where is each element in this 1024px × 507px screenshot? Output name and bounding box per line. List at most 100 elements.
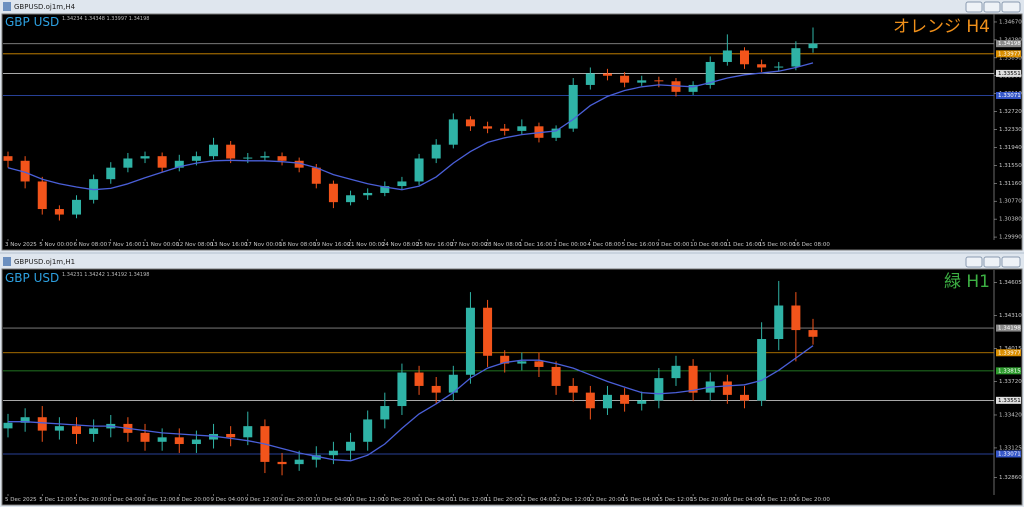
candle-body [397,181,407,187]
candle-body [328,183,338,203]
candle-body [602,73,612,76]
price-level-label: 1.34198 [998,41,1021,47]
candle-body [757,339,767,401]
candle-body [568,84,578,129]
candle-body [3,422,13,429]
window-icon [3,2,11,11]
candle-body [774,66,784,68]
candle-body [637,400,647,404]
x-tick-label: 9 Dec 00:00 [656,242,690,248]
candle-body [483,126,493,129]
x-tick-label: 3 Nov 2025 [5,242,37,248]
candle-body [328,450,338,456]
x-tick-label: 16 Dec 04:00 [724,497,761,503]
window: GBPUSD.oj1m,H4 [0,0,1024,252]
x-tick-label: 16 Dec 12:00 [759,497,796,503]
y-tick-label: 1.29990 [999,235,1022,241]
candle-body [226,144,236,159]
candle-body [140,156,150,159]
candle-body [448,374,458,393]
x-tick-label: 15 Dec 12:00 [656,497,693,503]
candle-body [363,419,373,442]
price-level-box [996,324,1021,332]
y-tick-label: 1.34310 [999,313,1022,319]
candle-body [551,128,561,138]
candle-body [397,372,407,407]
close-button[interactable] [1001,256,1021,268]
candle-body [20,160,30,182]
candle-body [602,394,612,409]
candle-body [791,48,801,67]
price-level-label: 1.33551 [998,398,1021,404]
price-level-label: 1.33977 [998,350,1021,356]
candle-body [774,305,784,340]
candle-body [157,156,167,168]
x-tick-label: 13 Nov 16:00 [211,242,249,248]
y-tick-label: 1.34605 [999,280,1022,286]
price-level-box [996,91,1021,99]
price-level-box [996,396,1021,404]
candle-body [54,426,64,431]
candle-body [414,372,424,386]
candle-body [346,195,356,203]
ohlc-info: 1.34234 1.34348 1.33997 1.34198 [62,16,149,22]
candle-body [311,167,321,184]
y-tick-label: 1.30380 [999,217,1022,223]
x-tick-label: 16 Dec 20:00 [793,497,830,503]
x-tick-label: 5 Nov 00:00 [39,242,73,248]
price-level-box [996,450,1021,458]
x-tick-label: 11 Dec 04:00 [416,497,453,503]
candle-body [500,355,510,364]
y-tick-label: 1.30770 [999,199,1022,205]
x-tick-label: 12 Dec 04:00 [519,497,556,503]
candle-body [739,394,749,401]
candle-body [620,394,630,404]
candle-body [260,156,270,158]
candle-body [483,307,493,356]
y-tick-label: 1.32330 [999,127,1022,133]
candle-body [174,160,184,168]
x-tick-label: 7 Nov 16:00 [108,242,142,248]
candle-body [3,156,13,161]
symbol-label: GBP USD [5,15,59,29]
candle-body [705,61,715,85]
candle-body [140,432,150,442]
window-title: GBPUSD.oj1m,H4 [14,3,76,11]
candle-body [465,307,475,375]
maximize-button[interactable] [983,256,1001,268]
price-level-box [996,69,1021,77]
candle-body [517,361,527,364]
minimize-button[interactable] [965,1,983,13]
candle-body [671,81,681,92]
candle-body [688,84,698,92]
candle-body [37,417,47,431]
y-tick-label: 1.33125 [999,445,1022,451]
x-tick-label: 4 Dec 08:00 [587,242,621,248]
candle-body [808,43,818,49]
price-level-label: 1.33071 [998,93,1021,99]
close-button[interactable] [1001,1,1021,13]
candle-body [54,209,64,215]
candle-body [89,428,99,434]
candle-body [37,181,47,210]
candle-body [311,455,321,460]
candle-body [106,167,116,180]
candle-body [191,156,201,161]
x-tick-label: 15 Dec 00:00 [759,242,796,248]
x-tick-label: 9 Dec 20:00 [279,497,313,503]
minimize-button[interactable] [965,256,983,268]
price-level-label: 1.33071 [998,451,1021,457]
price-level-label: 1.33977 [998,51,1021,57]
candle-body [654,80,664,82]
candle-body [722,50,732,62]
x-tick-label: 10 Dec 04:00 [313,497,350,503]
candle-body [431,385,441,393]
x-tick-label: 9 Dec 12:00 [245,497,279,503]
candle-body [294,160,304,168]
candle-body [226,433,236,438]
candle-body [294,459,304,465]
x-tick-label: 3 Dec 00:00 [553,242,587,248]
maximize-button[interactable] [983,1,1001,13]
candle-body [585,73,595,85]
